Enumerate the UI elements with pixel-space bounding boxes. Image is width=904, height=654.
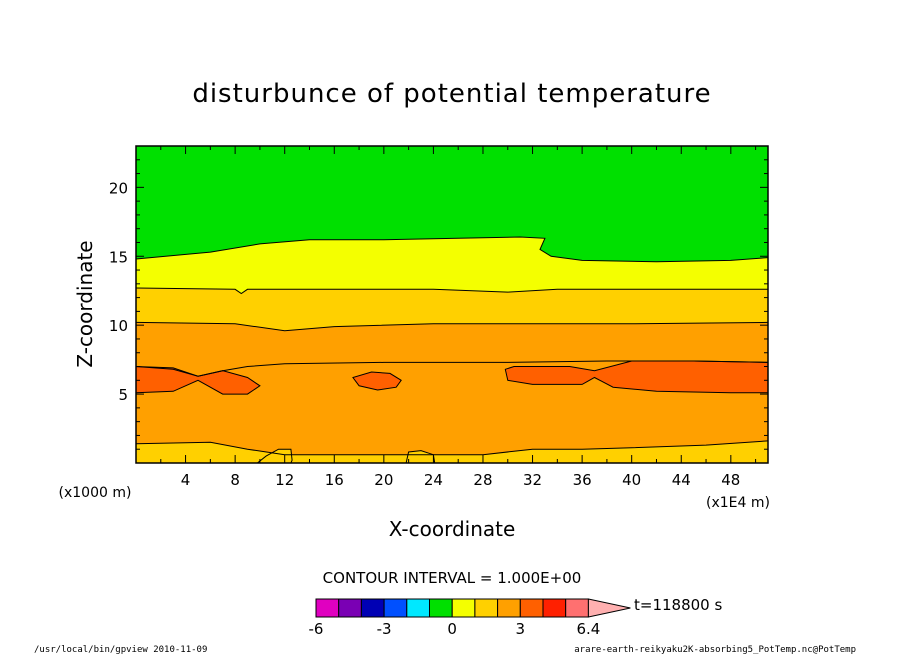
contour-band-1-2-bottom xyxy=(136,440,768,463)
contour-band-6-7 xyxy=(136,146,768,262)
x-tick-label: 40 xyxy=(622,471,641,489)
contour-band-5-6 xyxy=(136,237,768,294)
contour-line-b1 xyxy=(135,440,769,456)
colorbar-swatch xyxy=(315,598,340,618)
x-tick-label: 32 xyxy=(523,471,542,489)
contour-band-4-5 xyxy=(136,288,768,331)
y-tick-label: 15 xyxy=(109,248,128,266)
contour-cell-3-4-right xyxy=(504,360,769,394)
colorbar-swatch xyxy=(383,598,408,618)
x-tick-label: 48 xyxy=(721,471,740,489)
colorbar-tick-label: 0 xyxy=(447,620,457,638)
colorbar-swatch xyxy=(429,598,453,618)
colorbar-tick-label: -6 xyxy=(309,620,324,638)
colorbar-swatch xyxy=(360,598,385,618)
contour-cell-3-4-mid xyxy=(352,371,402,391)
y-axis-label: Z-coordinate xyxy=(73,240,97,367)
x-tick-label: 24 xyxy=(424,471,443,489)
x-tick-label: 44 xyxy=(672,471,691,489)
contour-line-b3 xyxy=(135,321,769,332)
colorbar-swatch xyxy=(565,598,589,618)
colorbar-arrow xyxy=(587,598,631,618)
y-tick-label: 10 xyxy=(109,317,128,335)
contour-lines xyxy=(135,236,769,464)
colorbar-swatch xyxy=(542,598,567,618)
contour-fills xyxy=(136,146,768,463)
colorbar: -6 -3 0 3 6.4 xyxy=(309,598,631,638)
plot-frame xyxy=(135,145,769,464)
colorbar-swatch xyxy=(519,598,544,618)
x-tick-label: 36 xyxy=(573,471,592,489)
colorbar-swatch xyxy=(451,598,476,618)
colorbar-swatch xyxy=(474,598,499,618)
colorbar-swatch xyxy=(497,598,521,618)
footer-right: arare-earth-reikyaku2K-absorbing5_PotTem… xyxy=(574,645,856,654)
contour-band-2-3-upper xyxy=(136,322,768,377)
colorbar-tick-label: -3 xyxy=(377,620,392,638)
x-axis-label: X-coordinate xyxy=(389,517,516,541)
x-tick-label: 4 xyxy=(181,471,191,489)
footer-left: /usr/local/bin/gpview 2010-11-09 xyxy=(34,645,207,654)
colorbar-swatch xyxy=(406,598,430,618)
y-tick-label: 5 xyxy=(118,386,128,404)
time-label: t=118800 s xyxy=(634,596,722,614)
contour-line-b5 xyxy=(135,236,769,263)
x-tick-label: 16 xyxy=(325,471,344,489)
colorbar-tick-label: 3 xyxy=(516,620,526,638)
x-tick-label: 12 xyxy=(275,471,294,489)
y-tick-label: 20 xyxy=(109,179,128,197)
contour-line-b4 xyxy=(135,287,768,295)
x-tick-label: 20 xyxy=(374,471,393,489)
colorbar-tick-label: 6.4 xyxy=(576,620,600,638)
colorbar-swatch xyxy=(338,598,362,618)
x-unit-label: (x1E4 m) xyxy=(706,495,770,511)
x-tick-label: 28 xyxy=(473,471,492,489)
contour-cell-3-4-left xyxy=(135,365,261,395)
y-unit-label: (x1000 m) xyxy=(59,485,132,501)
chart-title: disturbunce of potential temperature xyxy=(192,79,711,109)
x-tick-label: 8 xyxy=(230,471,240,489)
contour-interval-label: CONTOUR INTERVAL = 1.000E+00 xyxy=(323,569,582,587)
contour-line-b2 xyxy=(135,360,769,377)
